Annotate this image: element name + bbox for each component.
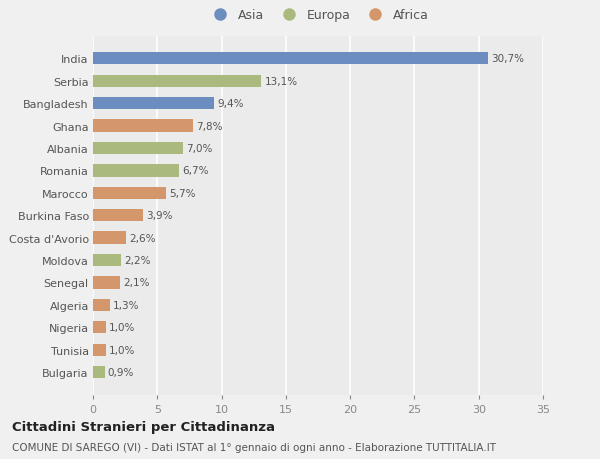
Text: 3,9%: 3,9% [146, 211, 173, 221]
Bar [93, 299, 110, 311]
Text: 7,0%: 7,0% [186, 144, 212, 154]
Text: 1,0%: 1,0% [109, 345, 136, 355]
Bar [93, 277, 120, 289]
Bar [93, 344, 106, 356]
Bar [93, 120, 193, 132]
Text: 7,8%: 7,8% [197, 121, 223, 131]
Text: 0,9%: 0,9% [108, 367, 134, 377]
Text: 6,7%: 6,7% [182, 166, 209, 176]
Bar [93, 254, 121, 267]
Bar [93, 75, 262, 88]
Text: 30,7%: 30,7% [491, 54, 524, 64]
Bar [93, 142, 183, 155]
Bar [93, 232, 127, 244]
Bar [93, 165, 179, 177]
Bar [93, 187, 166, 200]
Text: 1,0%: 1,0% [109, 323, 136, 333]
Text: COMUNE DI SAREGO (VI) - Dati ISTAT al 1° gennaio di ogni anno - Elaborazione TUT: COMUNE DI SAREGO (VI) - Dati ISTAT al 1°… [12, 442, 496, 452]
Bar [93, 366, 104, 379]
Text: 2,1%: 2,1% [123, 278, 150, 288]
Bar [93, 210, 143, 222]
Text: 2,6%: 2,6% [130, 233, 156, 243]
Text: Cittadini Stranieri per Cittadinanza: Cittadini Stranieri per Cittadinanza [12, 420, 275, 433]
Bar [93, 53, 488, 65]
Bar [93, 321, 106, 334]
Text: 13,1%: 13,1% [265, 77, 298, 86]
Legend: Asia, Europa, Africa: Asia, Europa, Africa [208, 9, 428, 22]
Text: 1,3%: 1,3% [113, 300, 139, 310]
Text: 9,4%: 9,4% [217, 99, 244, 109]
Text: 2,2%: 2,2% [125, 256, 151, 265]
Text: 5,7%: 5,7% [170, 188, 196, 198]
Bar [93, 98, 214, 110]
